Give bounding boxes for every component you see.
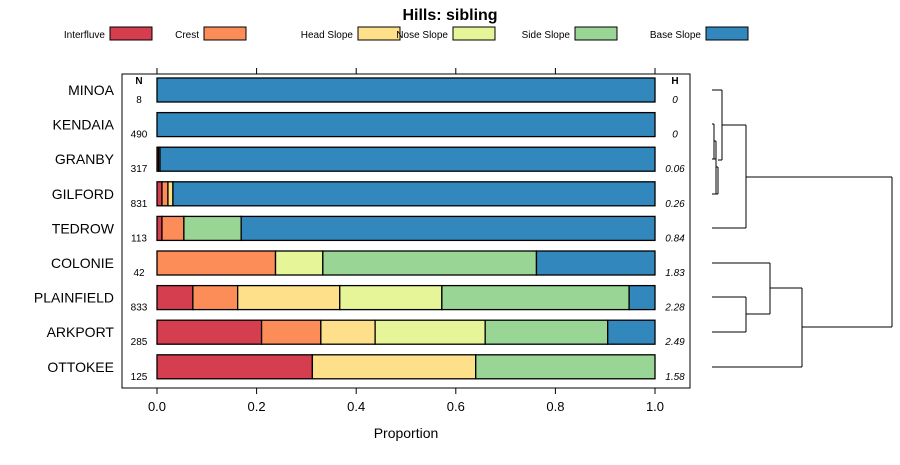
x-axis-label: Proportion [374, 425, 439, 441]
row-label-plainfield: PLAINFIELD [34, 290, 114, 306]
legend-swatch-interfluve [109, 26, 153, 41]
row-label-granby: GRANBY [55, 151, 115, 167]
h-value-minoa: 0 [672, 95, 678, 106]
h-value-tedrow: 0.84 [665, 233, 685, 244]
bar-colonie-nose-slope [274, 250, 324, 276]
bar-ottokee-interfluve [156, 354, 314, 380]
legend-label-side-slope: Side Slope [522, 30, 571, 41]
legend-label-base-slope: Base Slope [650, 30, 702, 41]
legend-swatch-base-slope [705, 26, 749, 41]
dendro-merge-plainfield-arkport [745, 297, 770, 332]
bar-ottokee-head-slope [311, 354, 477, 380]
h-value-ottokee: 1.58 [665, 372, 685, 383]
h-column-header: H [671, 76, 678, 87]
bar-tedrow-base-slope [240, 215, 656, 242]
bars [156, 77, 656, 380]
x-axis: 0.0 0.2 0.4 0.6 0.8 1.0 [148, 68, 664, 414]
bar-colonie-side-slope [322, 250, 538, 276]
h-value-kendaia: 0 [672, 130, 678, 141]
bar-gilford-head-slope [167, 181, 174, 207]
dendrogram [712, 89, 893, 368]
row-label-kendaia: KENDAIA [53, 117, 115, 133]
h-value-arkport: 2.49 [664, 337, 685, 348]
bar-arkport-nose-slope [374, 319, 486, 345]
h-value-gilford: 0.26 [665, 199, 685, 210]
row-labels: MINOA 8 0 KENDAIA 490 0 GRANBY 317 0.06 GILFORD 83… [34, 82, 685, 383]
row-label-gilford: GILFORD [52, 186, 114, 202]
bar-minoa-base-slope [156, 77, 656, 103]
dendro-merge-colonie [769, 263, 802, 314]
tick-label-2: 0.4 [347, 399, 365, 414]
n-value-minoa: 8 [136, 95, 142, 106]
dendro-merge-minoa [717, 90, 723, 194]
h-value-colonie: 1.83 [665, 268, 685, 279]
bar-colonie-crest [156, 250, 277, 276]
row-label-colonie: COLONIE [51, 255, 114, 271]
legend-label-crest: Crest [175, 30, 199, 41]
legend-label-head-slope: Head Slope [301, 30, 354, 41]
bar-plainfield-head-slope [237, 284, 341, 311]
bar-plainfield-interfluve [156, 284, 194, 311]
bar-arkport-crest [260, 319, 322, 345]
bar-arkport-interfluve [156, 319, 263, 345]
legend-swatch-crest [203, 26, 247, 41]
bar-plainfield-nose-slope [339, 284, 443, 311]
h-value-granby: 0.06 [665, 164, 685, 175]
bar-arkport-base-slope [607, 319, 656, 345]
n-value-granby: 317 [131, 164, 148, 175]
tick-label-5: 1.0 [646, 399, 664, 414]
chart-title: Hills: sibling [402, 7, 497, 24]
n-value-arkport: 285 [131, 337, 148, 348]
n-value-gilford: 831 [131, 199, 148, 210]
bar-arkport-side-slope [484, 319, 609, 345]
plot-panel [121, 73, 691, 389]
bar-gilford-base-slope [172, 181, 656, 207]
bar-gilford-crest [161, 181, 169, 207]
bar-plainfield-crest [192, 284, 239, 311]
bar-ottokee-side-slope [475, 354, 656, 380]
bar-kendaia-base-slope [156, 111, 656, 138]
n-value-plainfield: 833 [131, 303, 148, 314]
n-value-colonie: 42 [133, 268, 145, 279]
row-label-arkport: ARKPORT [47, 324, 115, 340]
n-value-tedrow: 113 [131, 233, 147, 244]
bar-gilford-interfluve [156, 181, 163, 207]
bar-granby-base-slope [159, 146, 656, 172]
dendro-merge-ottokee [801, 288, 892, 367]
bar-plainfield-base-slope [628, 284, 656, 311]
bar-plainfield-side-slope [441, 284, 630, 311]
row-label-tedrow: TEDROW [52, 220, 115, 236]
n-column-header: N [135, 76, 142, 87]
row-label-ottokee: OTTOKEE [47, 359, 114, 375]
bar-colonie-base-slope [535, 250, 656, 276]
tick-label-1: 0.2 [248, 399, 266, 414]
dendro-merge-tedrow [745, 125, 892, 228]
tick-label-0: 0.0 [148, 399, 166, 414]
legend: Interfluve Crest Head Slope Nose Slope Side … [64, 26, 749, 41]
row-label-minoa: MINOA [68, 82, 115, 98]
bar-tedrow-interfluve [156, 215, 163, 242]
legend-swatch-nose-slope [452, 26, 496, 41]
tick-label-4: 0.8 [546, 399, 564, 414]
legend-swatch-head-slope [357, 26, 401, 41]
legend-swatch-side-slope [574, 26, 618, 41]
tick-label-3: 0.6 [447, 399, 465, 414]
n-value-kendaia: 490 [131, 130, 148, 141]
legend-label-interfluve: Interfluve [64, 30, 106, 41]
bar-arkport-head-slope [320, 319, 376, 345]
bar-tedrow-crest [161, 215, 185, 242]
h-value-plainfield: 2.28 [664, 303, 685, 314]
n-value-ottokee: 125 [131, 372, 148, 383]
legend-label-nose-slope: Nose Slope [396, 30, 448, 41]
bar-tedrow-side-slope [183, 215, 242, 242]
